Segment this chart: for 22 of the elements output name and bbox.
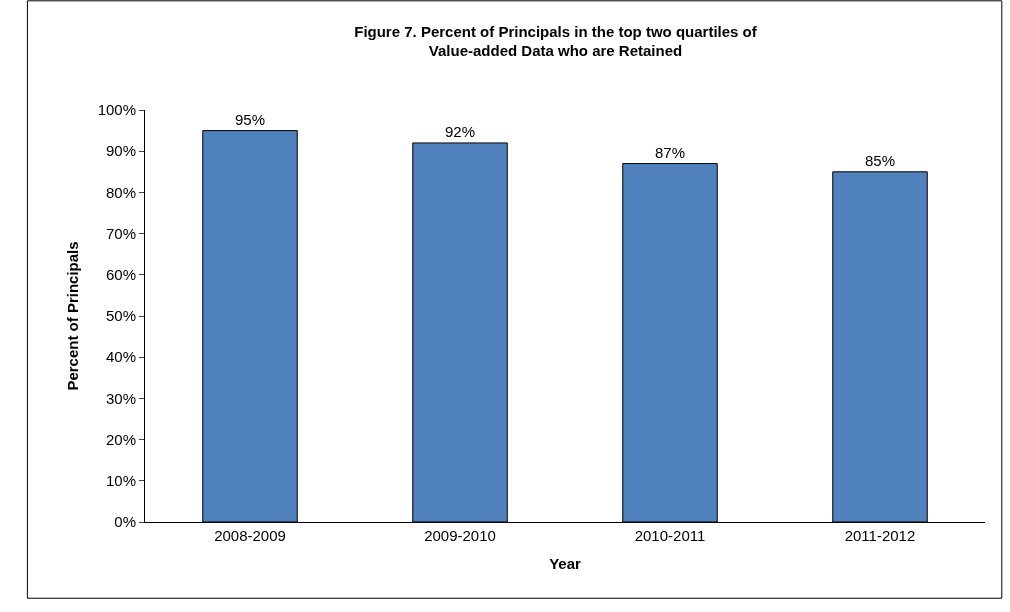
y-tick-label: 60% — [105, 266, 136, 284]
y-tick-label: 30% — [105, 389, 136, 407]
data-label: 85% — [864, 151, 896, 169]
x-tick-label: 2008-2009 — [214, 527, 286, 544]
data-label: 95% — [234, 110, 266, 128]
chart-title: Figure 7. Percent of Principals in the top two quartiles of Value-added Data who are Retained — [354, 22, 758, 60]
y-tick-label: 0% — [114, 513, 136, 531]
y-tick-label: 10% — [105, 472, 136, 490]
data-label: 87% — [654, 143, 686, 161]
y-tick-label: 90% — [105, 142, 136, 160]
y-tick-label: 70% — [105, 224, 136, 242]
y-tick-label: 100% — [97, 101, 136, 119]
y-tick-label: 20% — [105, 430, 136, 448]
data-label: 92% — [444, 122, 476, 140]
x-tick-label: 2010-2011 — [634, 527, 706, 544]
y-axis-title: Percent of Principals — [63, 241, 81, 391]
y-tick-label: 50% — [105, 307, 136, 325]
x-axis-title: Year — [549, 555, 582, 572]
x-tick-label: 2009-2010 — [424, 527, 496, 544]
y-tick-label: 40% — [105, 348, 136, 366]
x-tick-label: 2011-2012 — [844, 527, 916, 544]
y-tick-label: 80% — [105, 183, 136, 201]
